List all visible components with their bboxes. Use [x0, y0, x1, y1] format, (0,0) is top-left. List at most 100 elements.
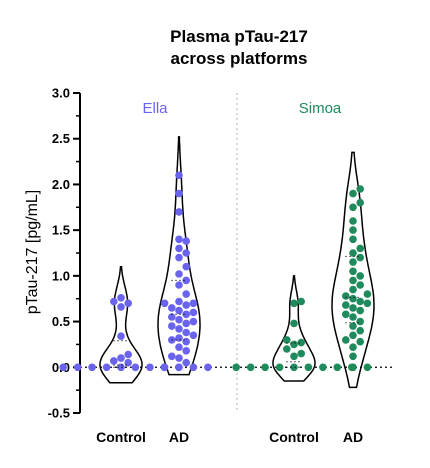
data-point — [175, 171, 183, 180]
data-point — [189, 299, 198, 308]
data-point — [124, 350, 132, 359]
data-point — [110, 297, 118, 306]
data-point — [304, 363, 313, 372]
data-point — [175, 334, 183, 342]
data-point — [168, 313, 176, 321]
data-point — [349, 217, 357, 225]
data-point — [189, 317, 198, 326]
y-tick-label: 3.0 — [52, 86, 70, 101]
data-point — [182, 276, 190, 285]
data-point — [182, 347, 190, 355]
data-point — [356, 253, 365, 262]
y-tick-label: 2.0 — [52, 177, 70, 192]
data-point — [261, 363, 269, 372]
data-point — [182, 301, 190, 309]
data-point — [175, 343, 183, 352]
data-point — [110, 357, 118, 365]
data-point — [182, 290, 190, 298]
data-point — [333, 363, 342, 372]
data-point — [182, 310, 190, 319]
data-point — [73, 363, 82, 372]
data-point — [117, 332, 125, 341]
data-point — [283, 336, 291, 344]
chart-title-line-1: Plasma pTau-217 — [170, 27, 308, 46]
data-point — [182, 319, 190, 328]
data-point — [319, 363, 327, 372]
data-point — [356, 272, 365, 280]
data-point — [290, 299, 298, 308]
x-tick-label: AD — [169, 429, 189, 445]
data-point — [102, 363, 111, 372]
data-point — [342, 301, 350, 309]
data-point — [290, 340, 298, 349]
data-point — [117, 294, 125, 302]
data-point — [356, 244, 365, 253]
data-point — [204, 363, 212, 372]
data-point — [182, 262, 190, 271]
data-point — [349, 352, 357, 361]
data-point — [124, 299, 132, 308]
data-point — [175, 244, 183, 253]
data-point — [168, 352, 176, 361]
data-point — [290, 352, 298, 361]
data-point — [117, 354, 125, 362]
data-point — [175, 363, 183, 372]
data-point — [182, 328, 190, 337]
data-point — [356, 281, 365, 289]
data-point — [88, 363, 96, 372]
data-point — [349, 304, 357, 312]
data-point — [182, 358, 190, 367]
data-point — [290, 319, 298, 328]
data-point — [356, 317, 365, 326]
y-tick-label: 0.5 — [52, 314, 70, 329]
violin-ella-control — [99, 265, 143, 384]
data-point — [175, 270, 183, 278]
data-point — [175, 235, 183, 244]
data-point — [182, 249, 190, 257]
data-point — [297, 297, 306, 306]
data-point — [175, 315, 183, 324]
data-point — [175, 306, 183, 315]
violin-simoa-control — [272, 275, 316, 382]
data-point — [297, 349, 306, 358]
data-point — [175, 297, 183, 306]
data-point — [168, 304, 176, 312]
data-point — [356, 198, 365, 207]
data-point — [363, 299, 372, 308]
data-point — [342, 310, 350, 319]
data-point — [117, 303, 125, 311]
data-point — [342, 336, 350, 344]
violin-simoa-ad — [331, 151, 375, 389]
violin-ella-ad — [157, 136, 201, 376]
x-tick-label: AD — [343, 429, 363, 445]
data-point — [363, 290, 372, 298]
data-point — [189, 363, 198, 372]
data-point — [349, 363, 357, 372]
data-point — [349, 322, 357, 330]
data-point — [189, 308, 198, 317]
y-tick-label: -0.5 — [48, 406, 70, 421]
data-point — [349, 285, 357, 294]
panel-label-ella: Ella — [142, 100, 168, 117]
data-point — [342, 292, 350, 300]
plot-area: -0.50.00.51.01.52.02.53.0EllaControlADSi… — [48, 86, 392, 445]
data-point — [182, 337, 190, 346]
data-point — [131, 363, 140, 372]
data-point — [349, 267, 357, 276]
data-point — [349, 331, 357, 340]
data-point — [232, 363, 240, 372]
data-point — [160, 363, 169, 372]
data-point — [146, 363, 154, 372]
x-tick-label: Control — [96, 429, 146, 445]
data-point — [246, 363, 255, 372]
data-point — [349, 343, 357, 352]
data-point — [283, 345, 291, 353]
data-point — [349, 294, 357, 303]
panel-label-simoa: Simoa — [299, 100, 342, 117]
data-point — [189, 331, 198, 340]
x-tick-label: Control — [269, 429, 319, 445]
data-point — [349, 313, 357, 321]
data-point — [182, 237, 190, 245]
chart-title-line-2: across platforms — [171, 49, 308, 68]
